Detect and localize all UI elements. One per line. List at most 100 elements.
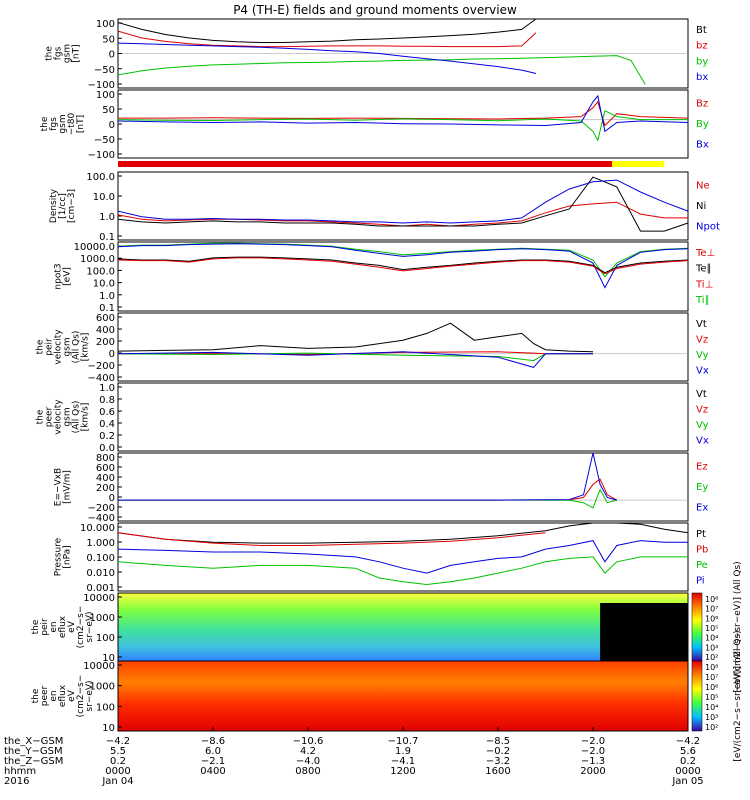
y-tick-label: 0.010	[86, 568, 115, 579]
panel-frame	[117, 382, 689, 452]
x-tick-label: −8.5	[486, 736, 510, 747]
y-label-line: the	[36, 409, 46, 424]
series-Ne	[117, 201, 688, 227]
legend-Ti⊥: Ti⊥	[695, 279, 713, 290]
y-axis-label: the peer velocity gsm (All Qs) [km/s]	[36, 399, 91, 435]
y-tick-label: 100	[96, 633, 115, 644]
series-Vt	[117, 322, 594, 353]
y-label-line: eV	[67, 689, 77, 702]
series-Vy	[117, 352, 593, 362]
colorbar	[691, 592, 703, 662]
y-tick-label: −100	[88, 150, 115, 161]
y-label-line: [nPa]	[63, 545, 73, 568]
colorbar-tick: 10⁴	[705, 634, 718, 643]
series-bz	[117, 30, 537, 48]
series-Vx	[117, 351, 593, 368]
legend-Pi: Pi	[696, 575, 705, 586]
legend-Vt: Vt	[696, 319, 707, 330]
y-label-line: gsm	[58, 114, 68, 133]
x-row-label: the_Y−GSM	[4, 746, 63, 757]
y-label-line: velocity	[54, 399, 64, 435]
y-tick-label: 100.0	[86, 172, 115, 183]
panel-frame	[117, 312, 689, 382]
y-tick-label: −50	[94, 65, 115, 76]
y-tick-label: 10000	[83, 661, 115, 672]
y-label-line: the	[45, 46, 55, 61]
status-bar-red	[118, 161, 612, 167]
y-label-line: gsm	[63, 44, 73, 63]
y-label-line: fgs	[54, 46, 64, 60]
x-tick-label: 0.2	[680, 756, 696, 767]
legend-Pe: Pe	[696, 560, 708, 571]
y-label-line: peir	[40, 618, 50, 636]
x-tick-label: −2.0	[581, 746, 605, 757]
x-tick-label: 1200	[390, 766, 415, 777]
y-label-line: sr−eV)	[85, 611, 95, 642]
panel-p1: 100 50 0 −50 −100 the fgs gsm [nT] Bt bz by bx	[45, 18, 708, 91]
colorbar-tick: 10⁴	[705, 703, 718, 712]
y-label-line: the	[31, 619, 41, 634]
panel-p6: 1.00.80.60.40.20.0 the peer velocity gsm (All…	[36, 382, 709, 454]
x-tick-label: 6.0	[205, 746, 221, 757]
x-row-label: the_Z−GSM	[4, 756, 63, 767]
legend-Ey: Ey	[696, 482, 708, 493]
legend-Vx: Vx	[696, 435, 709, 446]
legend-Bx: Bx	[696, 140, 709, 151]
y-tick-label: 10	[102, 723, 115, 734]
y-axis-label: the peir en eflux eV (cm2−s− sr−eV)	[31, 606, 95, 649]
series-Ex	[118, 452, 617, 501]
x-tick-label: 1600	[485, 766, 510, 777]
y-axis-label: the fgs gsm [nT]	[45, 44, 82, 63]
y-tick-label: 0.1	[99, 303, 115, 314]
spectrogram-gap	[600, 603, 688, 661]
y-tick-label: 1.0	[99, 383, 115, 394]
y-axis-label: npot3 [eV]	[54, 263, 73, 289]
y-tick-label: 200	[96, 337, 115, 348]
series-bx	[117, 42, 537, 74]
y-tick-label: 0	[109, 493, 115, 504]
y-tick-label: 1000.0	[80, 254, 115, 265]
legend-Ni: Ni	[696, 201, 706, 212]
y-tick-label: 100.0	[86, 266, 115, 277]
colorbar-tick: 10²	[705, 653, 718, 662]
y-label-line: (All Qs)	[72, 401, 82, 434]
colorbar-label: [eV/(cm2−s−sr−eV)] (All Qs)	[733, 561, 743, 692]
legend-bz: bz	[696, 41, 708, 52]
y-tick-label: 100	[96, 90, 115, 101]
spectrogram-fill	[118, 661, 688, 731]
x-tick-label: −2.0	[581, 736, 605, 747]
series-Pi	[117, 540, 688, 574]
panel-frame	[117, 452, 689, 522]
y-tick-label: 10000	[83, 593, 115, 604]
colorbar-tick: 10³	[705, 713, 718, 722]
series-Bx	[117, 94, 689, 133]
y-tick-label: 10.000	[80, 523, 115, 534]
y-label-line: eflux	[58, 615, 68, 638]
legend-by: by	[696, 56, 708, 67]
legend-Te∥: Te∥	[695, 264, 712, 275]
y-tick-label: −200	[88, 503, 115, 514]
y-tick-label: 0.2	[99, 431, 115, 442]
colorbar	[691, 660, 703, 732]
y-tick-label: 50	[102, 105, 115, 116]
colorbar-tick: 10⁸	[705, 663, 718, 672]
y-label-line: the	[40, 116, 50, 131]
y-label-line: peir	[45, 338, 55, 356]
x-tick-label: −1.3	[581, 756, 605, 767]
series-Ti∥	[117, 242, 689, 278]
legend-Ne: Ne	[696, 180, 710, 191]
x-tick-label: −4.2	[106, 736, 130, 747]
legend-Vz: Vz	[696, 404, 708, 415]
y-label-line: [1/cc]	[58, 193, 68, 219]
status-bar-yellow	[612, 161, 665, 167]
legend-Vy: Vy	[696, 350, 709, 361]
colorbar-tick: 10⁵	[705, 693, 718, 702]
x-tick-label: −4.2	[676, 736, 700, 747]
colorbar-tick: 10⁵	[705, 624, 718, 633]
y-label-line: en	[49, 621, 59, 632]
series-Pe	[117, 556, 688, 586]
